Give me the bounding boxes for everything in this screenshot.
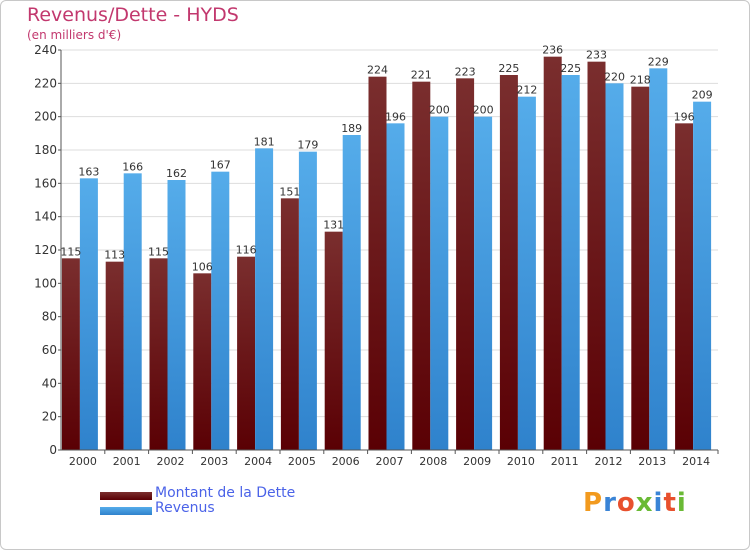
x-tick-label-2014: 2014 [682,455,710,468]
bar-revenus-2001 [123,173,142,451]
data-label-revenus-2001: 166 [122,160,143,173]
data-label-dette-2014: 196 [674,110,695,123]
data-label-revenus-2007: 196 [385,110,406,123]
bar-dette-2007 [368,76,387,451]
data-label-revenus-2009: 200 [473,104,494,117]
y-tick-label-160: 160 [34,176,57,190]
data-label-revenus-2011: 225 [560,62,581,75]
data-label-revenus-2013: 229 [648,55,669,68]
data-label-dette-2005: 151 [279,185,300,198]
y-tick-label-80: 80 [42,310,57,324]
y-tick-label-40: 40 [42,376,57,390]
data-label-dette-2012: 233 [586,49,607,62]
bar-dette-2010 [499,75,518,450]
bar-revenus-2010 [517,96,536,451]
bar-revenus-2007 [386,123,405,450]
x-tick-label-2012: 2012 [595,455,623,468]
y-tick-label-220: 220 [34,76,57,90]
data-label-dette-2010: 225 [498,62,519,75]
bar-dette-2000 [61,258,80,450]
bar-dette-2011 [543,56,562,451]
chart-subtitle: (en milliers d'€) [27,28,122,42]
x-tick-label-2006: 2006 [332,455,360,468]
data-label-revenus-2006: 189 [341,122,362,135]
data-label-revenus-2008: 200 [429,104,450,117]
data-label-dette-2011: 236 [542,44,563,57]
data-label-dette-2003: 106 [192,260,213,273]
y-tick-label-0: 0 [49,443,57,457]
data-label-revenus-2000: 163 [78,165,99,178]
bar-dette-2002 [149,258,168,450]
bar-dette-2005 [280,198,299,450]
x-tick-label-2001: 2001 [113,455,141,468]
y-tick-label-180: 180 [34,143,57,157]
bar-revenus-2013 [649,68,668,450]
data-label-revenus-2005: 179 [297,139,318,152]
x-tick-label-2010: 2010 [507,455,535,468]
x-tick-label-2004: 2004 [244,455,272,468]
bar-dette-2013 [631,86,650,451]
bar-revenus-2008 [430,116,449,451]
x-tick-label-2000: 2000 [69,455,97,468]
data-label-dette-2007: 224 [367,64,388,77]
y-tick-label-140: 140 [34,210,57,224]
data-label-dette-2002: 115 [148,245,169,258]
legend-swatch-revenus [100,507,152,515]
bars [61,56,712,451]
axes: 0 20 40 60 80 100 120 140 160 180 200 220 240 2000 200… [34,43,719,468]
bar-revenus-2002 [167,180,186,450]
proxiti-logo: Proxiti [583,488,687,518]
bar-revenus-2011 [561,75,580,450]
bar-dette-2004 [237,256,256,450]
data-label-revenus-2014: 209 [692,89,713,102]
x-tick-label-2009: 2009 [463,455,491,468]
bar-revenus-2005 [298,151,317,450]
data-label-dette-2001: 113 [104,249,125,262]
data-label-dette-2009: 223 [455,65,476,78]
bar-dette-2006 [324,231,343,450]
data-label-revenus-2010: 212 [516,84,537,97]
legend-swatch-dette [100,492,152,500]
legend-label-revenus: Revenus [155,500,215,516]
bar-revenus-2006 [342,135,361,450]
x-tick-label-2011: 2011 [551,455,579,468]
data-label-dette-2004: 116 [236,244,257,257]
chart-title: Revenus/Dette - HYDS [27,4,239,26]
data-label-dette-2000: 115 [60,245,81,258]
y-tick-label-240: 240 [34,43,57,57]
bar-revenus-2014 [693,101,712,451]
bar-dette-2014 [675,123,694,450]
y-tick-label-20: 20 [42,410,57,424]
x-tick-label-2003: 2003 [200,455,228,468]
data-label-revenus-2003: 167 [210,159,231,172]
x-tick-label-2008: 2008 [419,455,447,468]
y-tick-label-120: 120 [34,243,57,257]
data-label-dette-2006: 131 [323,219,344,232]
x-tick-label-2002: 2002 [157,455,185,468]
bar-revenus-2003 [211,171,230,450]
data-labels: 115 163 113 166 115 162 106 167 116 181 151 179 131 1… [60,44,712,274]
bar-dette-2008 [412,81,431,451]
data-label-dette-2008: 221 [411,69,432,82]
legend-label-dette: Montant de la Dette [155,485,296,501]
x-tick-label-2005: 2005 [288,455,316,468]
bar-revenus-2004 [255,148,274,451]
y-tick-label-200: 200 [34,110,57,124]
data-label-revenus-2004: 181 [254,135,275,148]
bar-dette-2012 [587,61,606,451]
x-tick-label-2007: 2007 [376,455,404,468]
y-tick-label-60: 60 [42,343,57,357]
bar-dette-2009 [456,78,475,450]
data-label-dette-2013: 218 [630,74,651,87]
x-tick-label-2013: 2013 [638,455,666,468]
bar-revenus-2000 [79,178,98,451]
data-label-revenus-2002: 162 [166,167,187,180]
y-tick-label-100: 100 [34,276,57,290]
bar-revenus-2009 [474,116,493,451]
bar-revenus-2012 [605,83,624,450]
data-label-revenus-2012: 220 [604,70,625,83]
bar-dette-2001 [105,261,124,450]
bar-dette-2003 [193,273,212,450]
